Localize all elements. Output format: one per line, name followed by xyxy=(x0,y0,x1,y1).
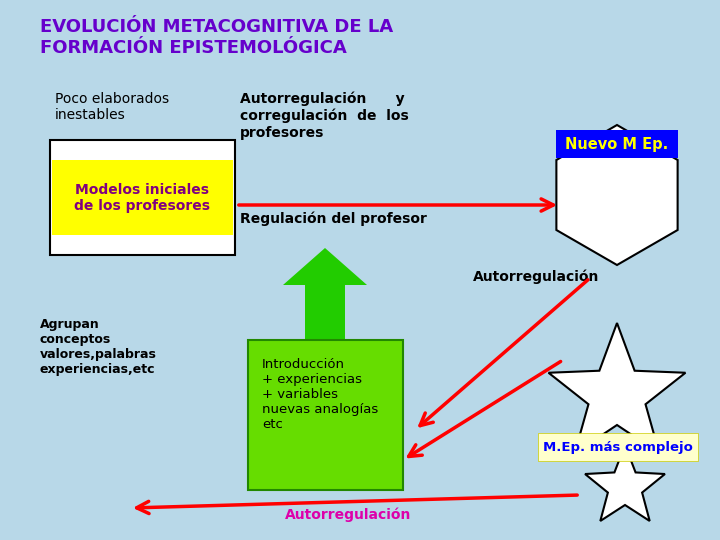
FancyBboxPatch shape xyxy=(50,140,235,255)
Text: Introducción
+ experiencias
+ variables
nuevas analogías
etc: Introducción + experiencias + variables … xyxy=(262,358,378,431)
FancyBboxPatch shape xyxy=(538,433,698,461)
FancyBboxPatch shape xyxy=(248,340,403,490)
FancyBboxPatch shape xyxy=(556,130,678,158)
Text: Modelos iniciales
de los profesores: Modelos iniciales de los profesores xyxy=(74,183,210,213)
Text: Poco elaborados
inestables: Poco elaborados inestables xyxy=(55,92,169,122)
Text: Regulación del profesor: Regulación del profesor xyxy=(240,212,427,226)
Text: Nuevo M Ep.: Nuevo M Ep. xyxy=(565,137,669,152)
Polygon shape xyxy=(557,125,678,265)
Polygon shape xyxy=(585,445,665,521)
Text: Autorregulación: Autorregulación xyxy=(473,270,599,285)
Text: Autorregulación: Autorregulación xyxy=(285,508,411,523)
Polygon shape xyxy=(283,248,367,380)
Text: EVOLUCIÓN METACOGNITIVA DE LA
FORMACIÓN EPISTEMOLÓGICA: EVOLUCIÓN METACOGNITIVA DE LA FORMACIÓN … xyxy=(40,18,393,57)
FancyBboxPatch shape xyxy=(52,160,233,235)
Text: Autorregulación      y
corregulación  de  los
profesores: Autorregulación y corregulación de los p… xyxy=(240,92,409,139)
Text: M.Ep. más complejo: M.Ep. más complejo xyxy=(543,441,693,454)
Text: Agrupan
conceptos
valores,palabras
experiencias,etc: Agrupan conceptos valores,palabras exper… xyxy=(40,318,157,376)
Polygon shape xyxy=(549,323,685,453)
